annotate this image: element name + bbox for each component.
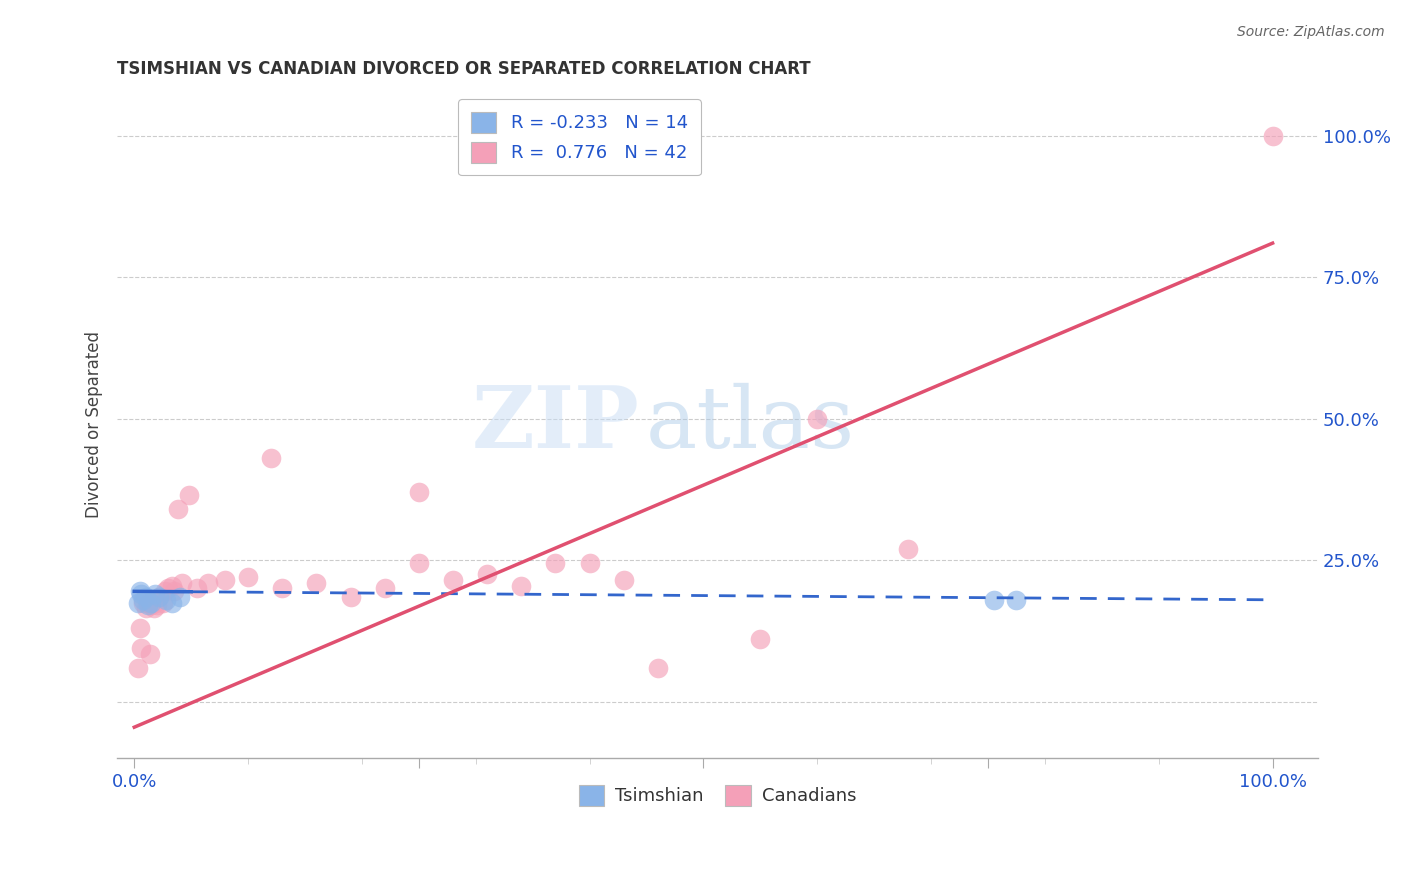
Point xyxy=(305,575,328,590)
Point xyxy=(408,556,430,570)
Legend: Tsimshian, Canadians: Tsimshian, Canadians xyxy=(572,778,863,813)
Point xyxy=(647,661,669,675)
Point xyxy=(160,579,183,593)
Point xyxy=(806,411,828,425)
Point xyxy=(155,592,177,607)
Point xyxy=(132,592,155,607)
Point xyxy=(136,599,159,613)
Point xyxy=(129,640,152,655)
Point xyxy=(127,661,149,675)
Point xyxy=(163,584,186,599)
Point xyxy=(143,587,166,601)
Point xyxy=(260,451,283,466)
Point xyxy=(169,590,191,604)
Point xyxy=(544,556,567,570)
Point xyxy=(160,596,183,610)
Point xyxy=(153,584,176,599)
Point xyxy=(170,575,193,590)
Point xyxy=(578,556,600,570)
Point xyxy=(475,567,498,582)
Point xyxy=(152,596,174,610)
Point xyxy=(214,573,236,587)
Point xyxy=(135,590,157,604)
Point xyxy=(197,575,219,590)
Point xyxy=(749,632,772,647)
Point xyxy=(129,621,152,635)
Point xyxy=(613,573,636,587)
Point xyxy=(139,647,162,661)
Point xyxy=(1005,592,1028,607)
Point xyxy=(236,570,259,584)
Text: ZIP: ZIP xyxy=(472,383,640,467)
Point xyxy=(157,582,180,596)
Point xyxy=(186,582,208,596)
Text: atlas: atlas xyxy=(645,383,855,466)
Point xyxy=(510,579,533,593)
Point xyxy=(143,596,166,610)
Point xyxy=(983,592,1005,607)
Point xyxy=(148,590,170,604)
Point xyxy=(127,596,149,610)
Text: TSIMSHIAN VS CANADIAN DIVORCED OR SEPARATED CORRELATION CHART: TSIMSHIAN VS CANADIAN DIVORCED OR SEPARA… xyxy=(117,60,811,78)
Point xyxy=(408,485,430,500)
Point xyxy=(146,599,169,613)
Point xyxy=(339,590,361,604)
Point xyxy=(374,582,396,596)
Point xyxy=(129,587,152,601)
Point xyxy=(142,601,165,615)
Point xyxy=(141,599,163,613)
Point xyxy=(166,502,188,516)
Text: Source: ZipAtlas.com: Source: ZipAtlas.com xyxy=(1237,25,1385,39)
Point xyxy=(132,596,155,610)
Point xyxy=(1261,128,1284,143)
Point xyxy=(135,601,157,615)
Point xyxy=(129,584,152,599)
Point xyxy=(141,596,163,610)
Point xyxy=(441,573,464,587)
Point xyxy=(177,488,200,502)
Point xyxy=(897,541,920,556)
Point xyxy=(271,582,294,596)
Y-axis label: Divorced or Separated: Divorced or Separated xyxy=(86,331,103,517)
Point xyxy=(136,596,159,610)
Point xyxy=(148,590,170,604)
